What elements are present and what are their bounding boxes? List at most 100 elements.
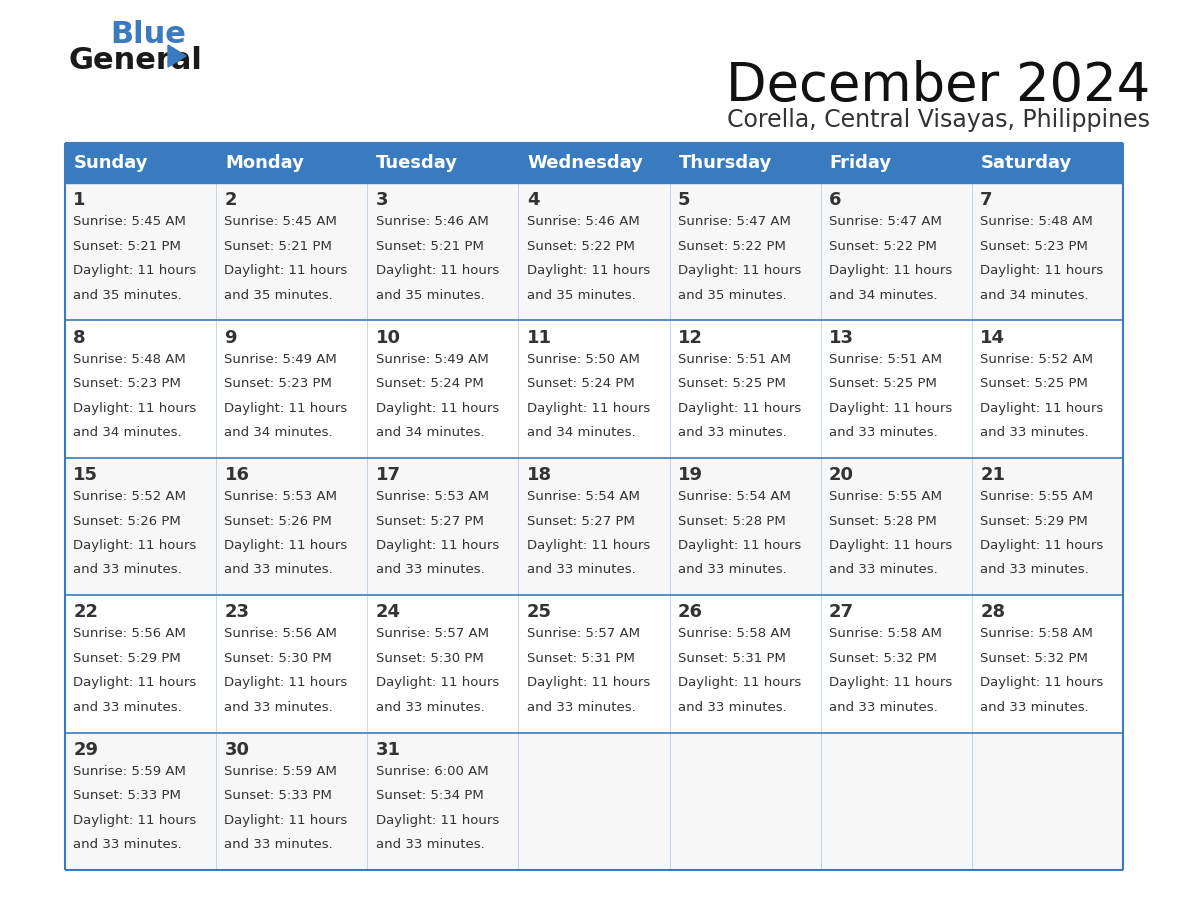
Bar [65,595,216,733]
Text: Sunrise: 5:56 AM: Sunrise: 5:56 AM [225,628,337,641]
Bar [65,733,216,870]
Text: General: General [68,46,202,75]
Text: Sunset: 5:23 PM: Sunset: 5:23 PM [74,377,182,390]
Text: and 33 minutes.: and 33 minutes. [375,700,485,714]
Text: Daylight: 11 hours: Daylight: 11 hours [375,401,499,415]
Text: Sunrise: 5:59 AM: Sunrise: 5:59 AM [74,765,187,778]
Text: and 35 minutes.: and 35 minutes. [678,288,786,302]
Text: 31: 31 [375,741,400,759]
Text: Sunset: 5:31 PM: Sunset: 5:31 PM [526,652,634,665]
Bar [972,320,1123,458]
Text: Sunset: 5:25 PM: Sunset: 5:25 PM [829,377,937,390]
Bar [972,733,1123,870]
Text: Daylight: 11 hours: Daylight: 11 hours [225,264,348,277]
Text: Sunrise: 5:48 AM: Sunrise: 5:48 AM [74,353,187,365]
Text: Daylight: 11 hours: Daylight: 11 hours [74,264,196,277]
Bar [367,320,518,458]
Text: 23: 23 [225,603,249,621]
Text: 15: 15 [74,466,99,484]
Text: Sunset: 5:31 PM: Sunset: 5:31 PM [678,652,785,665]
Text: Sunrise: 5:59 AM: Sunrise: 5:59 AM [225,765,337,778]
Text: Sunrise: 5:49 AM: Sunrise: 5:49 AM [225,353,337,365]
Text: and 34 minutes.: and 34 minutes. [74,426,182,439]
Text: Sunday: Sunday [74,154,148,172]
Text: Daylight: 11 hours: Daylight: 11 hours [980,401,1104,415]
Text: Sunset: 5:32 PM: Sunset: 5:32 PM [829,652,937,665]
Polygon shape [168,45,187,67]
Text: Sunset: 5:28 PM: Sunset: 5:28 PM [678,515,785,528]
Text: Sunrise: 5:51 AM: Sunrise: 5:51 AM [829,353,942,365]
Text: 30: 30 [225,741,249,759]
Bar [518,595,670,733]
Text: Sunset: 5:21 PM: Sunset: 5:21 PM [375,240,484,252]
Text: Sunset: 5:30 PM: Sunset: 5:30 PM [375,652,484,665]
Text: Daylight: 11 hours: Daylight: 11 hours [526,401,650,415]
Text: Daylight: 11 hours: Daylight: 11 hours [225,813,348,827]
Text: Wednesday: Wednesday [527,154,644,172]
Text: Tuesday: Tuesday [377,154,459,172]
Text: Sunset: 5:24 PM: Sunset: 5:24 PM [375,377,484,390]
Text: Sunrise: 5:53 AM: Sunrise: 5:53 AM [225,490,337,503]
Text: 17: 17 [375,466,400,484]
Text: Sunrise: 5:46 AM: Sunrise: 5:46 AM [375,216,488,229]
Text: 12: 12 [678,329,703,347]
Text: 9: 9 [225,329,236,347]
Text: and 34 minutes.: and 34 minutes. [225,426,333,439]
Bar [821,458,972,595]
Text: Saturday: Saturday [981,154,1073,172]
Text: 4: 4 [526,191,539,209]
Text: Sunrise: 6:00 AM: Sunrise: 6:00 AM [375,765,488,778]
Bar [821,733,972,870]
Bar [972,183,1123,320]
Text: Daylight: 11 hours: Daylight: 11 hours [678,264,801,277]
Text: and 34 minutes.: and 34 minutes. [829,288,937,302]
Text: 2: 2 [225,191,236,209]
Text: and 33 minutes.: and 33 minutes. [829,700,937,714]
Text: and 33 minutes.: and 33 minutes. [225,838,333,851]
Text: and 33 minutes.: and 33 minutes. [678,700,786,714]
Text: 26: 26 [678,603,703,621]
Bar [367,595,518,733]
Bar [821,183,972,320]
Text: and 33 minutes.: and 33 minutes. [980,564,1089,577]
Text: Sunrise: 5:47 AM: Sunrise: 5:47 AM [678,216,791,229]
Bar [972,595,1123,733]
Bar [518,183,670,320]
Text: and 33 minutes.: and 33 minutes. [980,426,1089,439]
Text: Sunrise: 5:45 AM: Sunrise: 5:45 AM [74,216,187,229]
Text: Sunset: 5:24 PM: Sunset: 5:24 PM [526,377,634,390]
Text: Sunset: 5:27 PM: Sunset: 5:27 PM [375,515,484,528]
Bar [972,458,1123,595]
Text: 1: 1 [74,191,86,209]
Bar [65,458,216,595]
Text: 10: 10 [375,329,400,347]
Text: and 35 minutes.: and 35 minutes. [225,288,333,302]
Text: Sunrise: 5:53 AM: Sunrise: 5:53 AM [375,490,488,503]
Text: Daylight: 11 hours: Daylight: 11 hours [74,539,196,552]
Text: and 33 minutes.: and 33 minutes. [526,564,636,577]
Text: Daylight: 11 hours: Daylight: 11 hours [225,677,348,689]
Text: Sunrise: 5:45 AM: Sunrise: 5:45 AM [225,216,337,229]
Text: Sunset: 5:30 PM: Sunset: 5:30 PM [225,652,333,665]
Text: Sunset: 5:29 PM: Sunset: 5:29 PM [980,515,1088,528]
Bar [65,143,1123,183]
Text: Sunset: 5:22 PM: Sunset: 5:22 PM [526,240,634,252]
Text: Sunrise: 5:51 AM: Sunrise: 5:51 AM [678,353,791,365]
Text: 21: 21 [980,466,1005,484]
Text: Sunset: 5:27 PM: Sunset: 5:27 PM [526,515,634,528]
Text: Thursday: Thursday [678,154,772,172]
Text: Sunset: 5:34 PM: Sunset: 5:34 PM [375,789,484,802]
Text: Sunrise: 5:58 AM: Sunrise: 5:58 AM [678,628,791,641]
Text: Sunset: 5:25 PM: Sunset: 5:25 PM [678,377,785,390]
Text: Sunrise: 5:48 AM: Sunrise: 5:48 AM [980,216,1093,229]
Text: 14: 14 [980,329,1005,347]
Text: Daylight: 11 hours: Daylight: 11 hours [526,677,650,689]
Bar [518,320,670,458]
Bar [216,183,367,320]
Bar [216,733,367,870]
Bar [518,733,670,870]
Text: Daylight: 11 hours: Daylight: 11 hours [678,539,801,552]
Text: Daylight: 11 hours: Daylight: 11 hours [829,539,953,552]
Text: and 33 minutes.: and 33 minutes. [980,700,1089,714]
Text: and 35 minutes.: and 35 minutes. [526,288,636,302]
